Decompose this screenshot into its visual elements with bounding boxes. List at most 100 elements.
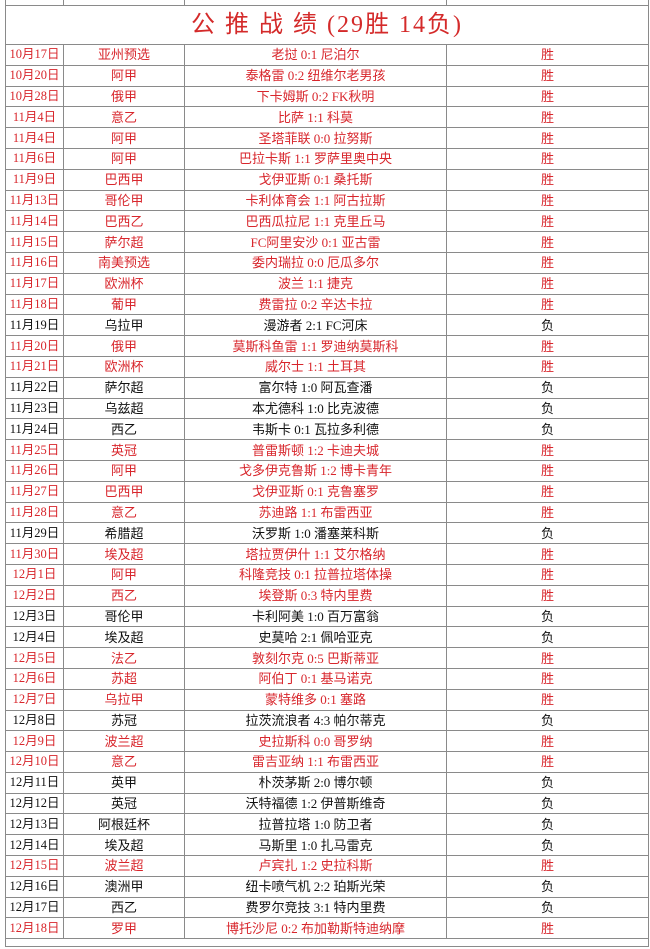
match-date: 11月14日 bbox=[5, 210, 64, 233]
record-table: 公 推 战 绩 (29胜 14负) 10月17日 亚州预选 老挝 0:1 尼泊尔胜 1… bbox=[5, 0, 649, 948]
league-name: 意乙 bbox=[63, 751, 185, 773]
match-date: 11月16日 bbox=[5, 251, 64, 274]
league-name: 埃及超 bbox=[63, 626, 185, 649]
match-score: 拉普拉塔 1:0 防卫者 bbox=[184, 813, 447, 836]
league-name: 南美预选 bbox=[63, 251, 185, 274]
match-date: 12月1日 bbox=[5, 563, 64, 586]
match-score: 比萨 1:1 科莫 bbox=[184, 106, 447, 129]
league-name: 意乙 bbox=[63, 501, 185, 524]
table-row: 11月18日 葡甲 费雷拉 0:2 辛达卡拉胜 bbox=[5, 293, 649, 316]
result-badge: 负 bbox=[446, 709, 649, 732]
result-badge: 负 bbox=[446, 418, 649, 441]
result-badge: 胜 bbox=[446, 647, 649, 669]
league-name: 波兰超 bbox=[63, 855, 185, 877]
result-badge: 胜 bbox=[446, 210, 649, 233]
league-name: 西乙 bbox=[63, 584, 185, 607]
result-badge: 负 bbox=[446, 314, 649, 337]
match-date: 11月21日 bbox=[5, 355, 64, 378]
match-score: 沃罗斯 1:0 潘塞莱科斯 bbox=[184, 522, 447, 545]
result-badge: 胜 bbox=[446, 355, 649, 378]
match-score: 波兰 1:1 捷克 bbox=[184, 272, 447, 295]
match-date: 11月30日 bbox=[5, 543, 64, 565]
league-name: 阿甲 bbox=[63, 147, 185, 170]
result-badge: 胜 bbox=[446, 584, 649, 607]
result-badge: 胜 bbox=[446, 251, 649, 274]
match-score: 卢宾扎 1:2 史拉科斯 bbox=[184, 855, 447, 877]
match-score: 下卡姆斯 0:2 FK秋明 bbox=[184, 85, 447, 108]
match-date: 12月11日 bbox=[5, 771, 64, 794]
table-row: 10月17日 亚州预选 老挝 0:1 尼泊尔胜 bbox=[5, 44, 649, 66]
match-score: 费罗尔竞技 3:1 特内里费 bbox=[184, 896, 447, 919]
table-row: 12月8日 苏冠 拉茨流浪者 4:3 帕尔蒂克负 bbox=[5, 709, 649, 732]
match-score: 圣塔菲联 0:0 拉努斯 bbox=[184, 127, 447, 149]
league-name: 西乙 bbox=[63, 896, 185, 919]
table-row: 12月1日 阿甲 科隆竞技 0:1 拉普拉塔体操胜 bbox=[5, 563, 649, 586]
league-name: 阿甲 bbox=[63, 64, 185, 87]
table-row: 12月3日 哥伦甲 卡利阿美 1:0 百万富翁负 bbox=[5, 605, 649, 628]
league-name: 阿根廷杯 bbox=[63, 813, 185, 836]
match-score: 本尤德科 1:0 比克波德 bbox=[184, 397, 447, 420]
result-badge: 胜 bbox=[446, 272, 649, 295]
match-score: 威尔士 1:1 土耳其 bbox=[184, 355, 447, 378]
league-name: 阿甲 bbox=[63, 563, 185, 586]
league-name: 英甲 bbox=[63, 771, 185, 794]
match-score: 沃特福德 1:2 伊普斯维奇 bbox=[184, 792, 447, 815]
result-badge: 负 bbox=[446, 896, 649, 919]
league-name: 希腊超 bbox=[63, 522, 185, 545]
table-row: 12月4日 埃及超 史莫哈 2:1 佩哈亚克负 bbox=[5, 626, 649, 649]
result-badge: 胜 bbox=[446, 335, 649, 357]
match-score: 苏迪路 1:1 布雷西亚 bbox=[184, 501, 447, 524]
table-row: 11月17日 欧洲杯 波兰 1:1 捷克胜 bbox=[5, 272, 649, 295]
result-badge: 负 bbox=[446, 834, 649, 857]
match-date: 10月28日 bbox=[5, 85, 64, 108]
result-badge: 胜 bbox=[446, 855, 649, 877]
match-date: 11月4日 bbox=[5, 106, 64, 129]
table-row: 11月16日 南美预选 委内瑞拉 0:0 厄瓜多尔胜 bbox=[5, 251, 649, 274]
league-name: 乌拉甲 bbox=[63, 314, 185, 337]
league-name: 乌拉甲 bbox=[63, 688, 185, 711]
table-row: 11月20日 俄甲 莫斯科鱼雷 1:1 罗迪纳莫斯科胜 bbox=[5, 335, 649, 357]
match-score: 埃登斯 0:3 特内里费 bbox=[184, 584, 447, 607]
match-date: 12月13日 bbox=[5, 813, 64, 836]
league-name: 法乙 bbox=[63, 647, 185, 669]
result-badge: 胜 bbox=[446, 501, 649, 524]
record-sheet: 公 推 战 绩 (29胜 14负) 10月17日 亚州预选 老挝 0:1 尼泊尔胜 1… bbox=[5, 0, 649, 948]
result-badge: 负 bbox=[446, 813, 649, 836]
result-badge: 负 bbox=[446, 875, 649, 898]
league-name: 乌兹超 bbox=[63, 397, 185, 420]
match-score: 卡利阿美 1:0 百万富翁 bbox=[184, 605, 447, 628]
table-row: 12月12日 英冠 沃特福德 1:2 伊普斯维奇负 bbox=[5, 792, 649, 815]
table-row: 12月14日 埃及超 马斯里 1:0 扎马雷克负 bbox=[5, 834, 649, 857]
match-score: 雷吉亚纳 1:1 布雷西亚 bbox=[184, 751, 447, 773]
match-score: 戈多伊克鲁斯 1:2 博卡青年 bbox=[184, 459, 447, 482]
table-row: 11月26日 阿甲 戈多伊克鲁斯 1:2 博卡青年胜 bbox=[5, 459, 649, 482]
match-date: 12月15日 bbox=[5, 855, 64, 877]
table-row: 12月17日 西乙 费罗尔竞技 3:1 特内里费负 bbox=[5, 896, 649, 919]
league-name: 意乙 bbox=[63, 106, 185, 129]
result-badge: 胜 bbox=[446, 231, 649, 253]
table-row: 11月25日 英冠 普雷斯顿 1:2 卡迪夫城胜 bbox=[5, 439, 649, 461]
league-name: 哥伦甲 bbox=[63, 189, 185, 212]
match-score: FC阿里安沙 0:1 亚古雷 bbox=[184, 231, 447, 253]
table-row: 11月30日 埃及超 塔拉贾伊什 1:1 艾尔格纳胜 bbox=[5, 543, 649, 565]
result-badge: 胜 bbox=[446, 563, 649, 586]
match-date: 12月3日 bbox=[5, 605, 64, 628]
match-score: 蒙特维多 0:1 塞路 bbox=[184, 688, 447, 711]
result-badge: 负 bbox=[446, 376, 649, 399]
league-name: 巴西乙 bbox=[63, 210, 185, 233]
match-score: 富尔特 1:0 阿瓦查潘 bbox=[184, 376, 447, 399]
table-row: 12月10日 意乙 雷吉亚纳 1:1 布雷西亚胜 bbox=[5, 751, 649, 773]
table-row: 11月29日 希腊超 沃罗斯 1:0 潘塞莱科斯负 bbox=[5, 522, 649, 545]
league-name: 俄甲 bbox=[63, 85, 185, 108]
league-name: 罗甲 bbox=[63, 917, 185, 940]
table-row: 11月4日 意乙 比萨 1:1 科莫胜 bbox=[5, 106, 649, 129]
table-row: 11月19日 乌拉甲 漫游者 2:1 FC河床负 bbox=[5, 314, 649, 337]
result-badge: 胜 bbox=[446, 439, 649, 461]
match-score: 韦斯卡 0:1 瓦拉多利德 bbox=[184, 418, 447, 441]
match-date: 12月18日 bbox=[5, 917, 64, 940]
table-row: 11月22日 萨尔超 富尔特 1:0 阿瓦查潘负 bbox=[5, 376, 649, 399]
match-date: 11月25日 bbox=[5, 439, 64, 461]
league-name: 俄甲 bbox=[63, 335, 185, 357]
match-date: 12月2日 bbox=[5, 584, 64, 607]
match-score: 戈伊亚斯 0:1 克鲁塞罗 bbox=[184, 480, 447, 503]
